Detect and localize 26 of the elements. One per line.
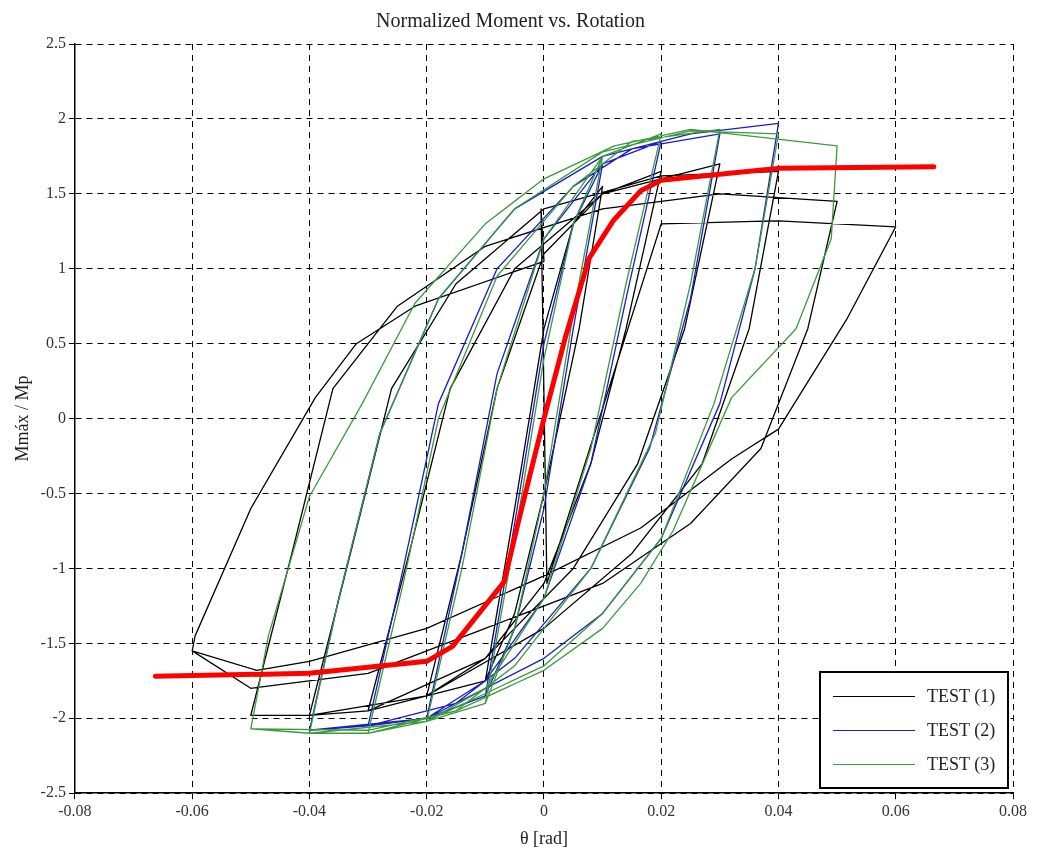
legend-label: TEST (3) (927, 753, 996, 775)
y-tick-label: 2 (57, 109, 66, 127)
y-tick-label: 0 (57, 408, 66, 426)
x-tick-label: -0.04 (292, 802, 327, 819)
x-tick-label: 0.04 (764, 802, 793, 819)
x-tick-label: -0.02 (410, 802, 444, 819)
x-axis-title: θ [rad] (519, 827, 569, 848)
y-tick-label: -2 (52, 708, 66, 726)
legend-label: TEST (1) (927, 685, 996, 707)
y-tick-label: -0.5 (40, 483, 66, 501)
y-tick-label: 0.5 (45, 333, 66, 351)
x-tick-label: 0.02 (647, 802, 676, 819)
y-tick-label: -2.5 (40, 783, 66, 801)
chart-title: Normalized Moment vs. Rotation (376, 9, 645, 32)
legend-label: TEST (2) (927, 719, 996, 741)
y-tick-label: 1.5 (45, 184, 66, 202)
x-tick-label: -0.08 (58, 802, 92, 819)
y-tick-label: 1 (57, 258, 66, 276)
x-tick-label: 0 (539, 802, 548, 819)
x-tick-label: 0.08 (999, 802, 1027, 819)
x-tick-label: -0.06 (175, 802, 209, 819)
y-tick-label: 2.5 (45, 34, 66, 52)
x-tick-label: 0.06 (881, 802, 910, 819)
y-tick-label: -1 (52, 558, 66, 576)
y-tick-label: -1.5 (40, 633, 66, 651)
y-axis-title: Mmáx / Mp (11, 375, 32, 462)
